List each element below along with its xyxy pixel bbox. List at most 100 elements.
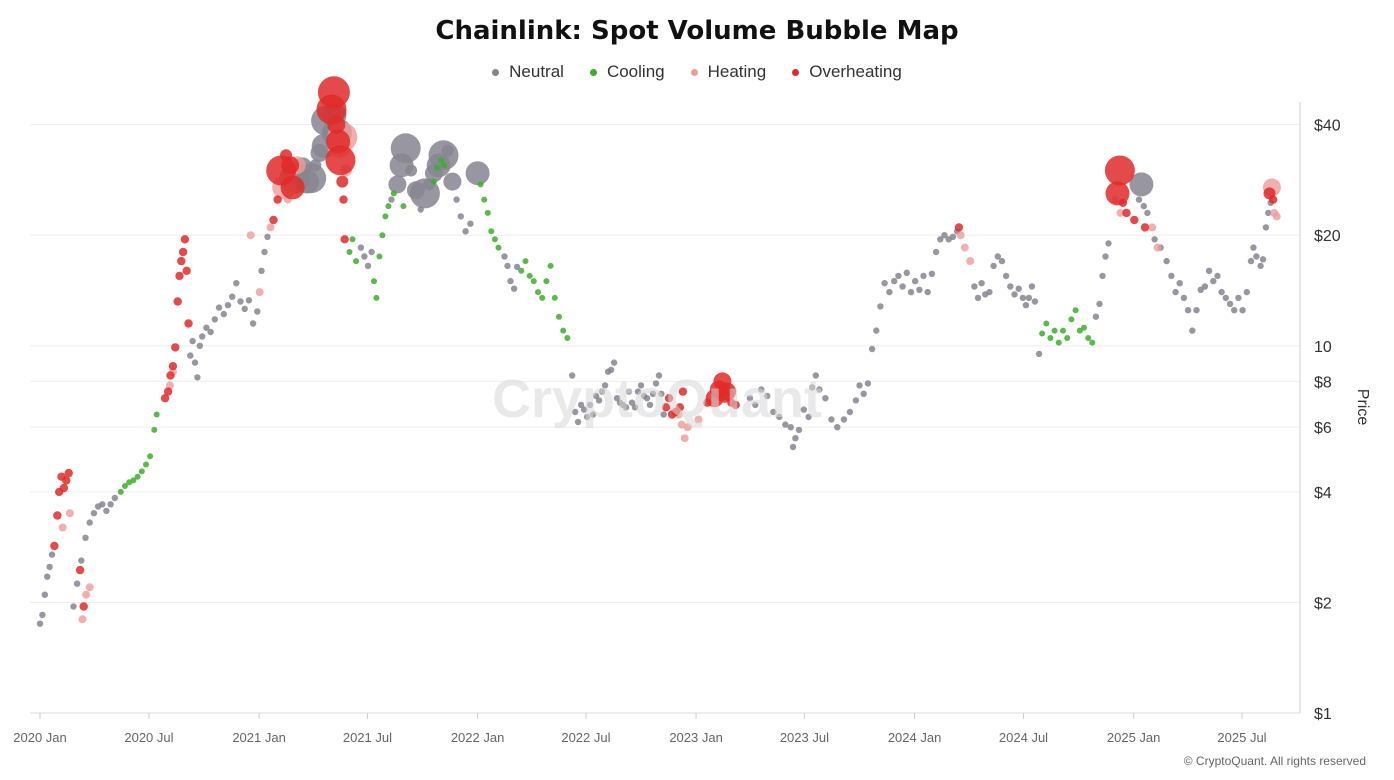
bubble-point[interactable] [453, 196, 460, 203]
bubble-point[interactable] [543, 278, 550, 285]
bubble-point[interactable] [220, 310, 227, 318]
legend-item-cooling[interactable]: Cooling [589, 62, 665, 82]
bubble-point[interactable] [166, 371, 175, 380]
bubble-point[interactable] [261, 248, 268, 256]
bubble-point[interactable] [535, 289, 541, 296]
bubble-point[interactable] [1148, 223, 1157, 232]
bubble-point[interactable] [507, 277, 514, 285]
bubble-point[interactable] [1019, 294, 1027, 302]
bubble-point[interactable] [1089, 339, 1096, 346]
bubble-point[interactable] [82, 590, 91, 599]
bubble-point[interactable] [1028, 283, 1036, 290]
bubble-point[interactable] [637, 382, 645, 389]
bubble-point[interactable] [586, 401, 594, 409]
bubble-point[interactable] [371, 278, 377, 285]
bubble-point[interactable] [241, 305, 248, 313]
bubble-point[interactable] [661, 403, 671, 412]
bubble-point[interactable] [1189, 327, 1196, 334]
bubble-point[interactable] [441, 162, 448, 169]
bubble-point[interactable] [64, 468, 73, 478]
bubble-point[interactable] [495, 244, 502, 251]
legend-item-neutral[interactable]: Neutral [492, 62, 564, 82]
bubble-point[interactable] [194, 374, 201, 381]
bubble-point[interactable] [1180, 294, 1188, 302]
bubble-point[interactable] [349, 236, 356, 243]
bubble-point[interactable] [385, 203, 392, 210]
bubble-point[interactable] [795, 426, 803, 434]
bubble-point[interactable] [924, 288, 931, 296]
bubble-point[interactable] [1129, 172, 1154, 197]
bubble-point[interactable] [122, 483, 128, 489]
bubble-point[interactable] [173, 297, 182, 306]
bubble-point[interactable] [237, 298, 244, 305]
bubble-point[interactable] [336, 175, 349, 188]
bubble-point[interactable] [99, 501, 106, 508]
bubble-point[interactable] [246, 231, 255, 240]
bubble-point[interactable] [405, 164, 418, 177]
bubble-point[interactable] [103, 507, 110, 515]
bubble-point[interactable] [631, 404, 639, 411]
bubble-point[interactable] [477, 181, 484, 188]
bubble-point[interactable] [215, 304, 223, 311]
bubble-point[interactable] [1201, 283, 1209, 290]
bubble-point[interactable] [1047, 335, 1054, 341]
bubble-point[interactable] [443, 172, 462, 191]
bubble-point[interactable] [189, 337, 196, 345]
bubble-point[interactable] [1105, 240, 1112, 247]
bubble-point[interactable] [1039, 330, 1046, 337]
bubble-point[interactable] [1239, 307, 1246, 314]
bubble-point[interactable] [151, 426, 158, 433]
bubble-point[interactable] [491, 236, 498, 243]
bubble-point[interactable] [956, 231, 965, 240]
bubble-point[interactable] [111, 494, 119, 502]
bubble-point[interactable] [1265, 209, 1272, 217]
bubble-point[interactable] [233, 280, 240, 287]
bubble-point[interactable] [660, 411, 667, 418]
bubble-point[interactable] [364, 262, 372, 270]
bubble-point[interactable] [86, 519, 93, 526]
bubble-point[interactable] [1085, 335, 1092, 341]
bubble-point[interactable] [327, 115, 346, 134]
bubble-point[interactable] [1060, 327, 1066, 334]
bubble-point[interactable] [1168, 272, 1175, 280]
bubble-point[interactable] [1043, 320, 1050, 327]
bubble-point[interactable] [776, 413, 783, 421]
bubble-point[interactable] [143, 461, 149, 468]
bubble-point[interactable] [770, 408, 777, 416]
bubble-point[interactable] [809, 384, 816, 391]
bubble-point[interactable] [971, 283, 978, 290]
bubble-point[interactable] [907, 288, 915, 296]
bubble-point[interactable] [488, 228, 495, 235]
bubble-point[interactable] [731, 400, 740, 410]
bubble-point[interactable] [589, 411, 597, 418]
bubble-point[interactable] [340, 235, 349, 244]
bubble-point[interactable] [390, 133, 421, 164]
bubble-point[interactable] [48, 551, 56, 558]
bubble-point[interactable] [1250, 244, 1257, 251]
bubble-point[interactable] [504, 262, 511, 270]
bubble-point[interactable] [1072, 307, 1079, 314]
bubble-point[interactable] [828, 416, 835, 423]
bubble-point[interactable] [628, 399, 636, 406]
bubble-point[interactable] [1151, 236, 1158, 243]
bubble-point[interactable] [1205, 267, 1213, 274]
bubble-point[interactable] [758, 386, 765, 393]
bubble-point[interactable] [903, 269, 910, 276]
bubble-point[interactable] [325, 145, 356, 176]
bubble-point[interactable] [382, 213, 389, 220]
bubble-point[interactable] [990, 262, 997, 270]
bubble-point[interactable] [484, 209, 491, 216]
bubble-point[interactable] [1257, 262, 1264, 270]
bubble-point[interactable] [864, 380, 872, 387]
bubble-point[interactable] [273, 195, 282, 204]
bubble-point[interactable] [388, 175, 407, 194]
bubble-point[interactable] [36, 620, 44, 627]
bubble-point[interactable] [658, 390, 665, 397]
bubble-point[interactable] [1193, 307, 1200, 314]
bubble-point[interactable] [891, 277, 898, 285]
bubble-point[interactable] [130, 477, 137, 484]
bubble-point[interactable] [1222, 294, 1230, 302]
bubble-point[interactable] [513, 263, 521, 271]
bubble-point[interactable] [683, 423, 692, 432]
bubble-point[interactable] [90, 510, 98, 517]
